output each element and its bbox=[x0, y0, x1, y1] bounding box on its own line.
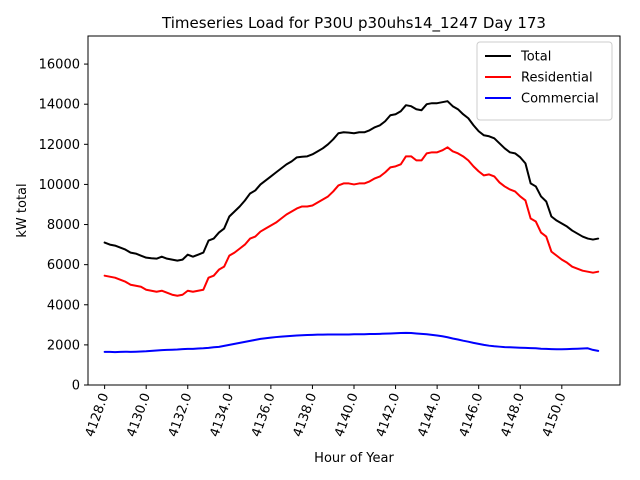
y-tick-label: 6000 bbox=[47, 258, 80, 273]
x-tick-label: 4128.0 bbox=[83, 391, 113, 439]
x-tick-label: 4134.0 bbox=[207, 391, 237, 439]
x-tick-label: 4142.0 bbox=[374, 391, 404, 439]
y-tick-label: 12000 bbox=[39, 138, 80, 153]
chart-title: Timeseries Load for P30U p30uhs14_1247 D… bbox=[161, 14, 546, 33]
x-tick-label: 4140.0 bbox=[332, 391, 362, 439]
x-tick-label: 4138.0 bbox=[291, 391, 321, 439]
series-line-commercial bbox=[103, 331, 600, 354]
x-tick-label: 4146.0 bbox=[457, 391, 487, 439]
x-tick-label: 4150.0 bbox=[540, 391, 570, 439]
y-tick-label: 8000 bbox=[47, 218, 80, 233]
y-tick-label: 2000 bbox=[47, 338, 80, 353]
legend-label: Total bbox=[520, 50, 551, 65]
series-layer bbox=[103, 100, 600, 354]
x-tick-label: 4130.0 bbox=[124, 391, 154, 439]
x-axis-label: Hour of Year bbox=[314, 451, 394, 466]
legend: Total Residential Commercial bbox=[476, 41, 613, 121]
y-tick-label: 0 bbox=[72, 379, 80, 394]
axes: 0 2000 4000 6000 8000 10000 12000 14000 16000 412… bbox=[39, 35, 621, 439]
legend-box bbox=[476, 41, 613, 121]
y-tick-label: 4000 bbox=[47, 298, 80, 313]
x-tick-label: 4148.0 bbox=[498, 391, 528, 439]
y-tick-label: 14000 bbox=[39, 98, 80, 113]
legend-label: Residential bbox=[521, 71, 593, 86]
x-tick-label: 4136.0 bbox=[249, 391, 279, 439]
y-axis-label: kW total bbox=[15, 183, 30, 237]
y-tick-label: 16000 bbox=[39, 58, 80, 73]
x-tick-label: 4144.0 bbox=[415, 391, 445, 439]
legend-label: Commercial bbox=[521, 92, 599, 107]
x-tick-label: 4132.0 bbox=[166, 391, 196, 439]
series-line-total bbox=[103, 100, 600, 262]
y-tick-label: 10000 bbox=[39, 178, 80, 193]
series-line-residential bbox=[103, 146, 600, 297]
